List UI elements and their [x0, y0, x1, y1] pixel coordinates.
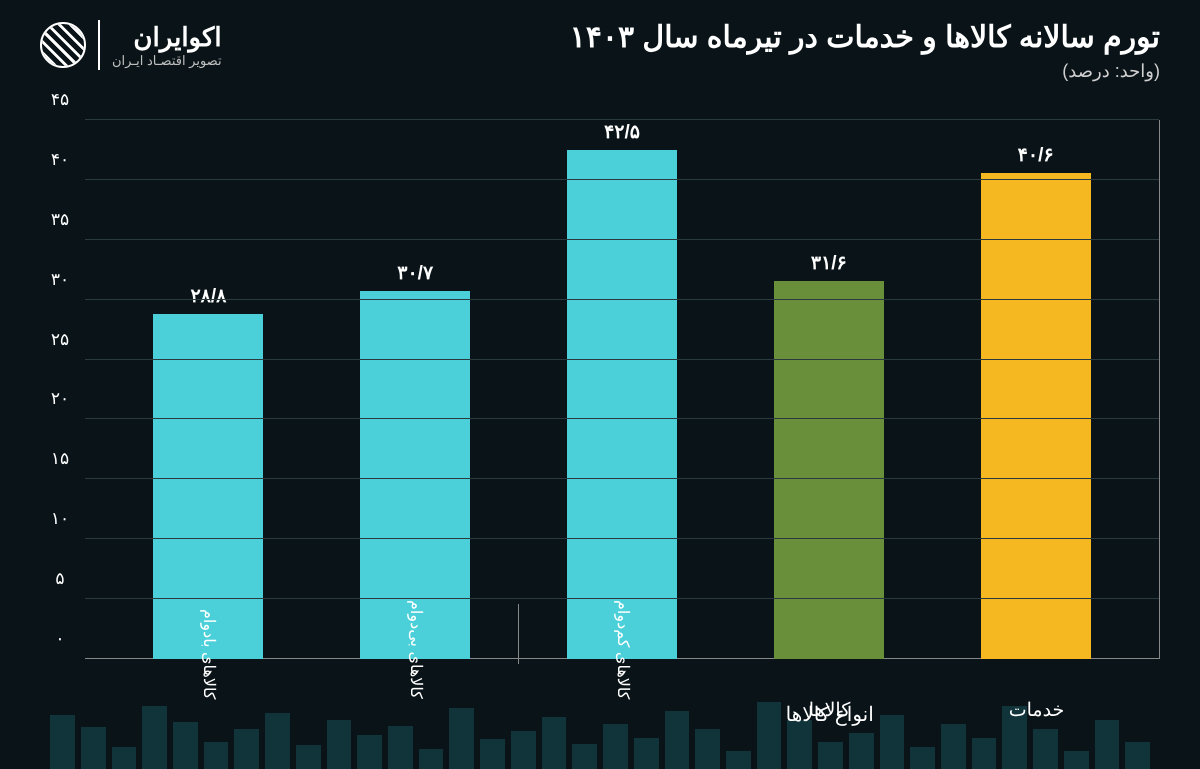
- bar-slot: ۳۱/۶: [725, 120, 932, 659]
- gridline: [85, 418, 1159, 419]
- y-tick-label: ۱۰: [40, 509, 80, 529]
- bar: [981, 173, 1091, 659]
- y-tick-label: ۵: [40, 569, 80, 589]
- logo-block: اکوایران تصویر اقتصـاد ایـران: [40, 20, 222, 70]
- chart-area: ۰۵۱۰۱۵۲۰۲۵۳۰۳۵۴۰۴۵ ۲۸/۸۳۰/۷۴۲/۵۳۱/۶۴۰/۶ …: [40, 120, 1160, 699]
- bar-value-label: ۲۸/۸: [190, 285, 226, 308]
- plot-area: ۲۸/۸۳۰/۷۴۲/۵۳۱/۶۴۰/۶ انواع کالاها: [85, 120, 1160, 659]
- bar-value-label: ۳۱/۶: [811, 252, 847, 275]
- bar-value-label: ۳۰/۷: [397, 262, 433, 285]
- logo-tagline: تصویر اقتصـاد ایـران: [112, 53, 222, 69]
- logo-icon: [40, 22, 86, 68]
- x-axis-category-label: کالاهای کم‌دوام: [519, 659, 726, 699]
- bar: [774, 281, 884, 659]
- gridline: [85, 119, 1159, 120]
- bar-value-label: ۴۰/۶: [1018, 144, 1054, 167]
- x-axis-labels: کالاهای بادوامکالاهای بی‌دوامکالاهای کم‌…: [85, 659, 1160, 699]
- x-axis-category-label: کالاهای بی‌دوام: [312, 659, 519, 699]
- x-axis-category-label: کالاهای بادوام: [105, 659, 312, 699]
- bar-value-label: ۴۲/۵: [604, 121, 640, 144]
- y-tick-label: ۳۵: [40, 210, 80, 230]
- y-tick-label: ۳۰: [40, 270, 80, 290]
- bar-slot: ۲۸/۸: [105, 120, 312, 659]
- y-axis: ۰۵۱۰۱۵۲۰۲۵۳۰۳۵۴۰۴۵: [40, 120, 80, 659]
- bar: [567, 150, 677, 659]
- y-tick-label: ۴۰: [40, 150, 80, 170]
- bar: [153, 314, 263, 659]
- bar-slot: ۳۰/۷: [312, 120, 519, 659]
- x-axis-category-label: خدمات: [933, 659, 1140, 699]
- y-tick-label: ۱۵: [40, 449, 80, 469]
- header: تورم سالانه کالاها و خدمات در تیرماه سال…: [0, 0, 1200, 82]
- chart-title: تورم سالانه کالاها و خدمات در تیرماه سال…: [570, 20, 1160, 55]
- bar-slot: ۴۲/۵: [519, 120, 726, 659]
- y-tick-label: ۲۰: [40, 389, 80, 409]
- gridline: [85, 239, 1159, 240]
- group-separator: [518, 604, 519, 664]
- gridline: [85, 478, 1159, 479]
- bars-container: ۲۸/۸ ۳۰/۷ ۴۲/۵ ۳۱/۶ ۴۰/۶: [85, 120, 1159, 659]
- gridline: [85, 179, 1159, 180]
- y-tick-label: ۲۵: [40, 330, 80, 350]
- chart-subtitle: (واحد: درصد): [570, 61, 1160, 82]
- gridline: [85, 538, 1159, 539]
- y-tick-label: ۰: [40, 629, 80, 649]
- y-tick-label: ۴۵: [40, 90, 80, 110]
- x-axis-category-label: کالاها: [726, 659, 933, 699]
- logo-name: اکوایران: [112, 22, 222, 53]
- bar-slot: ۴۰/۶: [932, 120, 1139, 659]
- logo-divider: [98, 20, 100, 70]
- gridline: [85, 299, 1159, 300]
- gridline: [85, 359, 1159, 360]
